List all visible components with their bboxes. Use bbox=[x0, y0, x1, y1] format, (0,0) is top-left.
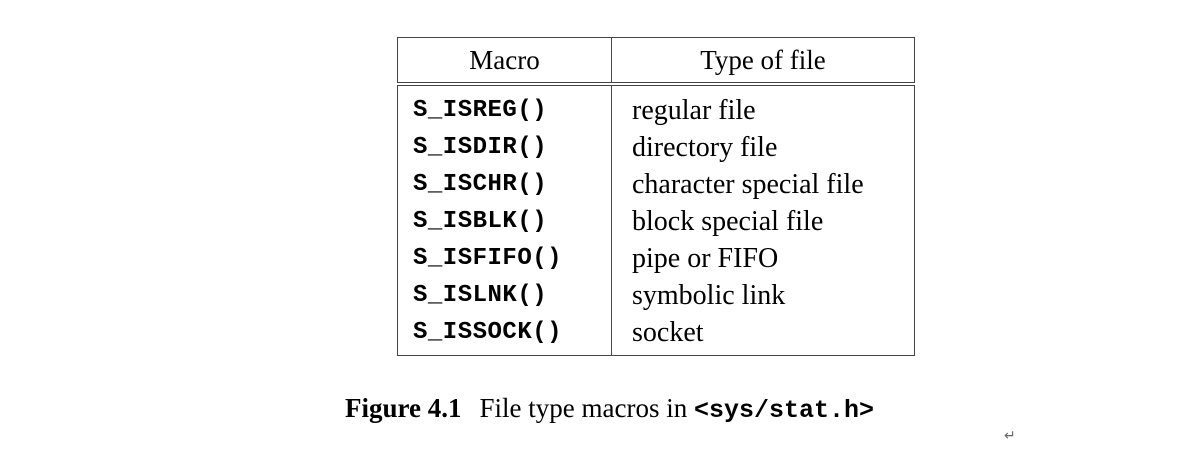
caption-code: <sys/stat.h> bbox=[693, 396, 874, 425]
macro-cell: S_ISSOCK() bbox=[397, 314, 612, 356]
paragraph-return-icon: ↵ bbox=[1004, 428, 1016, 444]
type-cell: directory file bbox=[632, 131, 778, 163]
file-type-macros-table: Macro Type of file S_ISREG() regular fil… bbox=[397, 37, 915, 356]
table-row: S_ISLNK() symbolic link bbox=[397, 277, 915, 314]
header-type-of-file: Type of file bbox=[611, 37, 915, 86]
caption-text: File type macros in bbox=[479, 393, 694, 423]
table-row: S_ISREG() regular file bbox=[397, 84, 915, 129]
type-cell: character special file bbox=[632, 168, 864, 200]
type-cell: socket bbox=[632, 316, 704, 348]
macro-cell: S_ISFIFO() bbox=[397, 240, 612, 277]
table-body: S_ISREG() regular file S_ISDIR() directo… bbox=[397, 84, 915, 356]
macro-cell: S_ISLNK() bbox=[397, 277, 612, 314]
type-cell: block special file bbox=[632, 205, 824, 237]
header-row: Macro Type of file bbox=[397, 37, 915, 86]
type-cell: regular file bbox=[632, 94, 756, 126]
figure-label: Figure 4.1 bbox=[345, 393, 462, 423]
table-header: Macro Type of file bbox=[397, 37, 915, 86]
macro-cell: S_ISBLK() bbox=[397, 203, 612, 240]
type-cell: symbolic link bbox=[632, 279, 786, 311]
macro-cell: S_ISREG() bbox=[397, 84, 612, 129]
table-row: S_ISBLK() block special file bbox=[397, 203, 915, 240]
macro-cell: S_ISDIR() bbox=[397, 129, 612, 166]
macro-cell: S_ISCHR() bbox=[397, 166, 612, 203]
header-macro: Macro bbox=[397, 37, 612, 86]
figure-caption: Figure 4.1 File type macros in <sys/stat.… bbox=[345, 393, 874, 425]
table-row: S_ISSOCK() socket bbox=[397, 314, 915, 356]
type-cell: pipe or FIFO bbox=[632, 242, 779, 274]
table-row: S_ISFIFO() pipe or FIFO bbox=[397, 240, 915, 277]
table-row: S_ISDIR() directory file bbox=[397, 129, 915, 166]
table-row: S_ISCHR() character special file bbox=[397, 166, 915, 203]
